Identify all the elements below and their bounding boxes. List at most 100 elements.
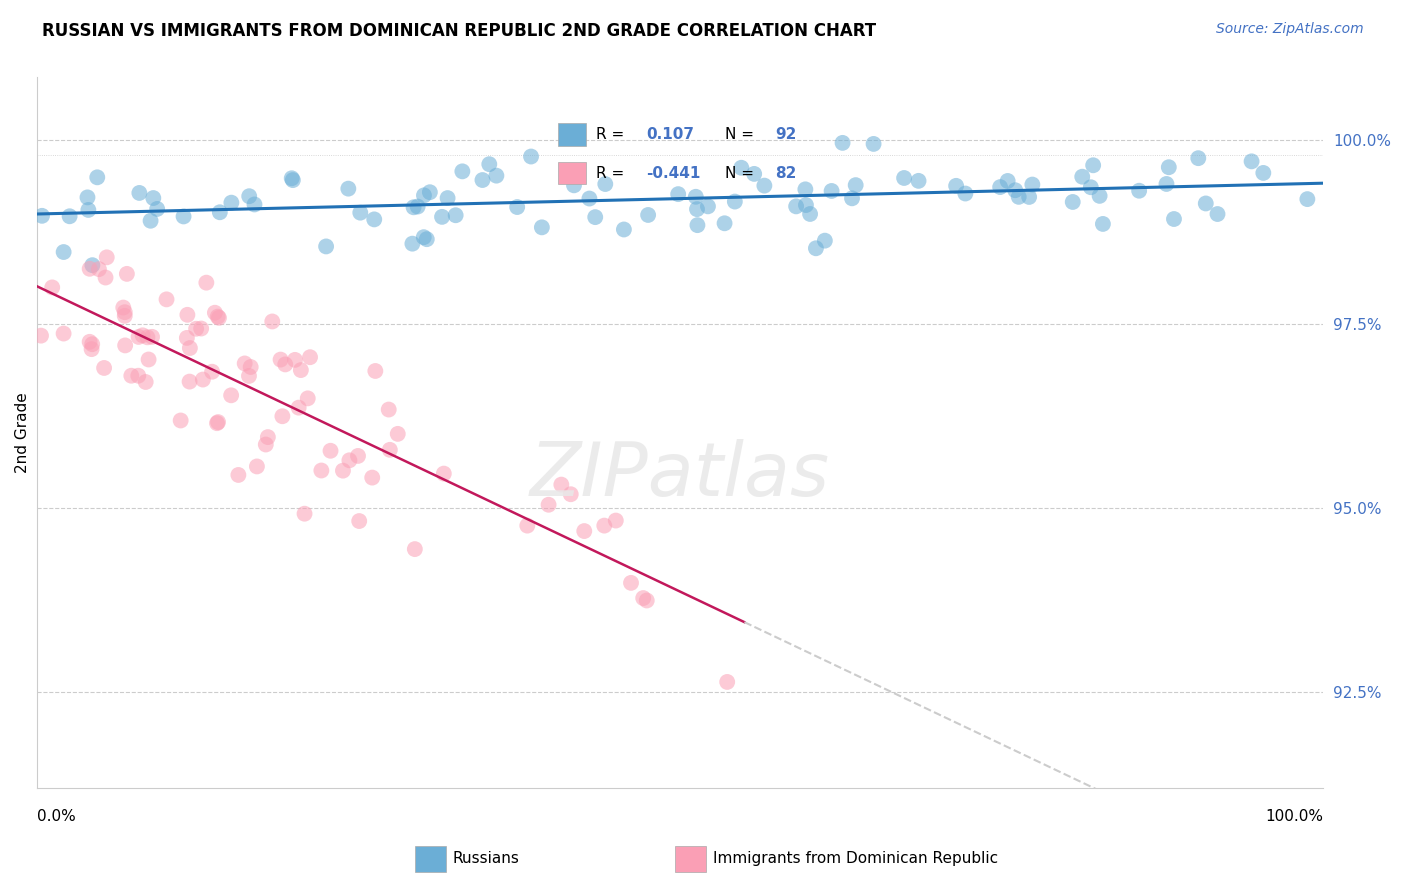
Point [128, 330, 150, 344]
Text: 0.0%: 0.0% [37, 809, 76, 824]
Point [471, 173, 494, 187]
Point [228, 467, 250, 482]
Point [52, 326, 75, 341]
Point [794, 182, 817, 196]
Point [583, 210, 606, 224]
Point [136, 330, 159, 344]
Point [794, 198, 817, 212]
Point [233, 356, 256, 370]
Point [804, 241, 827, 255]
Y-axis label: 2nd Grade: 2nd Grade [15, 392, 30, 473]
Point [1004, 183, 1026, 197]
Point [620, 575, 643, 590]
Point [1187, 151, 1209, 165]
Point [451, 164, 474, 178]
Point [402, 200, 425, 214]
Point [516, 518, 538, 533]
Point [201, 365, 224, 379]
Text: Source: ZipAtlas.com: Source: ZipAtlas.com [1216, 22, 1364, 37]
Point [179, 375, 201, 389]
Point [1080, 180, 1102, 194]
Point [562, 178, 585, 193]
Point [96, 250, 118, 264]
Point [79, 334, 101, 349]
Point [281, 173, 304, 187]
Point [831, 136, 853, 150]
Point [93, 361, 115, 376]
Point [1206, 207, 1229, 221]
Point [112, 301, 135, 315]
Point [319, 443, 342, 458]
Point [686, 218, 709, 232]
Point [433, 467, 456, 481]
Point [1195, 196, 1218, 211]
Point [287, 401, 309, 415]
Point [115, 267, 138, 281]
Point [120, 368, 142, 383]
Point [238, 368, 260, 383]
Point [86, 170, 108, 185]
Point [173, 210, 195, 224]
Point [419, 185, 441, 199]
Point [179, 341, 201, 355]
Point [270, 352, 292, 367]
Point [997, 174, 1019, 188]
Point [347, 449, 370, 463]
Point [131, 328, 153, 343]
Point [257, 430, 280, 444]
Point [613, 222, 636, 236]
Point [436, 191, 458, 205]
Point [52, 245, 75, 260]
Point [221, 195, 243, 210]
Point [207, 310, 229, 324]
Point [238, 189, 260, 203]
Point [361, 470, 384, 484]
Point [862, 136, 884, 151]
Point [207, 415, 229, 429]
Point [406, 200, 429, 214]
Point [339, 453, 361, 467]
Point [730, 161, 752, 175]
Point [332, 464, 354, 478]
Point [416, 232, 439, 246]
Point [537, 498, 560, 512]
Point [485, 169, 508, 183]
Point [208, 310, 231, 325]
Point [243, 197, 266, 211]
Point [754, 178, 776, 193]
Point [195, 276, 218, 290]
Point [76, 190, 98, 204]
Point [845, 178, 868, 193]
Point [128, 186, 150, 200]
Point [520, 149, 543, 163]
Point [82, 337, 104, 351]
Point [716, 675, 738, 690]
Point [1157, 160, 1180, 174]
Point [139, 213, 162, 227]
Point [297, 392, 319, 406]
Point [155, 293, 177, 307]
Point [955, 186, 977, 201]
Point [1240, 154, 1263, 169]
Point [412, 230, 434, 244]
Point [191, 373, 214, 387]
Point [284, 352, 307, 367]
Point [841, 191, 863, 205]
Point [636, 593, 658, 607]
Point [988, 180, 1011, 194]
Point [578, 192, 600, 206]
Point [724, 194, 747, 209]
Point [208, 205, 231, 219]
Point [290, 363, 312, 377]
Point [79, 261, 101, 276]
Point [413, 188, 436, 202]
Point [666, 187, 689, 202]
Point [713, 216, 735, 230]
Point [1008, 190, 1031, 204]
Point [239, 359, 262, 374]
Point [593, 518, 616, 533]
Point [364, 364, 387, 378]
Point [294, 507, 316, 521]
Point [41, 280, 63, 294]
Point [127, 368, 149, 383]
